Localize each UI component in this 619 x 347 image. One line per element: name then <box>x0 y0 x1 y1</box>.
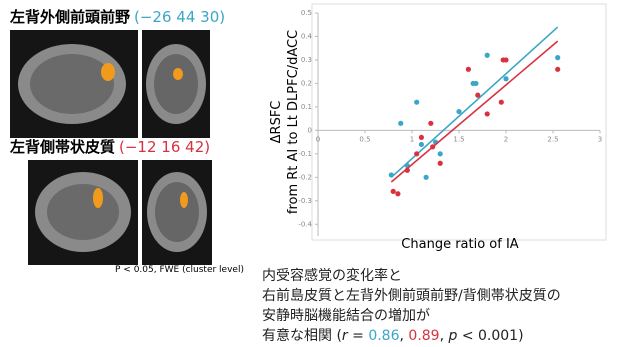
y-tick-label: 0.3 <box>301 56 312 64</box>
point <box>503 57 508 62</box>
conclusion-stats: 有意な相関 (r = 0.86, 0.89, p < 0.001) <box>262 327 524 344</box>
region-name: 左背側帯状皮質 <box>9 138 115 156</box>
point <box>424 175 429 180</box>
conclusion-line: 内受容感覚の変化率と <box>262 267 402 284</box>
point <box>485 53 490 58</box>
point <box>438 161 443 166</box>
point <box>414 151 419 156</box>
y-tick-label: 0.1 <box>301 103 312 111</box>
point <box>555 67 560 72</box>
x-tick-label: 0.5 <box>359 135 370 143</box>
x-tick-label: 1.5 <box>453 135 464 143</box>
region-name: 左背外側前頭前野 <box>9 8 130 26</box>
point <box>503 76 508 81</box>
point <box>499 100 504 105</box>
t: , <box>440 328 449 344</box>
point <box>555 55 560 60</box>
t: < 0.001) <box>457 328 523 344</box>
point <box>456 109 461 114</box>
point <box>475 93 480 98</box>
y-tick-label: -0.1 <box>298 150 312 158</box>
x-tick-label: 1 <box>410 135 414 143</box>
t: p <box>447 328 457 344</box>
point <box>485 111 490 116</box>
threshold-note: P < 0.05, FWE (cluster level) <box>115 265 244 275</box>
x-axis-label: Change ratio of IA <box>401 237 519 252</box>
region-coords: (−12 16 42) <box>119 138 210 156</box>
region-2: 左背側帯状皮質(−12 16 42) <box>9 138 210 156</box>
y-tick-label: -0.2 <box>298 173 312 181</box>
point <box>419 135 424 140</box>
x-tick-label: 3 <box>598 135 602 143</box>
point <box>438 151 443 156</box>
point <box>428 121 433 126</box>
point <box>414 100 419 105</box>
conclusion-line: 右前島皮質と左背外側前頭前野/背側帯状皮質の <box>262 287 561 304</box>
y-axis-label: from Rt AI to Lt DLPFC/dACC <box>286 30 301 214</box>
slide: 左背外側前頭前野(−26 44 30) 左背側帯状皮質(−12 16 42) P… <box>0 0 619 347</box>
y-tick-label: 0.4 <box>301 32 313 40</box>
brain-images-1 <box>10 30 210 138</box>
x-tick-label: 2 <box>504 135 508 143</box>
point <box>395 191 400 196</box>
point <box>473 81 478 86</box>
region-coords: (−26 44 30) <box>134 8 225 26</box>
plot-frame <box>312 4 606 240</box>
point <box>398 121 403 126</box>
point <box>391 189 396 194</box>
point <box>466 67 471 72</box>
t: , <box>400 328 409 344</box>
y-tick-label: -0.3 <box>298 197 312 205</box>
point <box>419 142 424 147</box>
t: 0.86 <box>368 328 399 344</box>
x-tick-label: 0 <box>316 135 320 143</box>
y-tick-label: 0.5 <box>301 9 312 17</box>
t: 0.89 <box>408 328 439 344</box>
y-tick-label: 0 <box>308 126 312 134</box>
fit-line <box>391 41 557 182</box>
t: 有意な相関 ( <box>262 327 342 344</box>
x-tick-label: 2.5 <box>547 135 558 143</box>
y-tick-label: -0.4 <box>298 220 312 228</box>
t: = <box>348 328 369 344</box>
y-tick-label: 0.2 <box>301 79 312 87</box>
region-1: 左背外側前頭前野(−26 44 30) <box>9 8 225 26</box>
brain-images-2 <box>28 160 212 265</box>
y-axis-label: ΔRSFC <box>269 101 284 144</box>
conclusion-line: 安静時脳機能結合の増加が <box>262 308 430 324</box>
